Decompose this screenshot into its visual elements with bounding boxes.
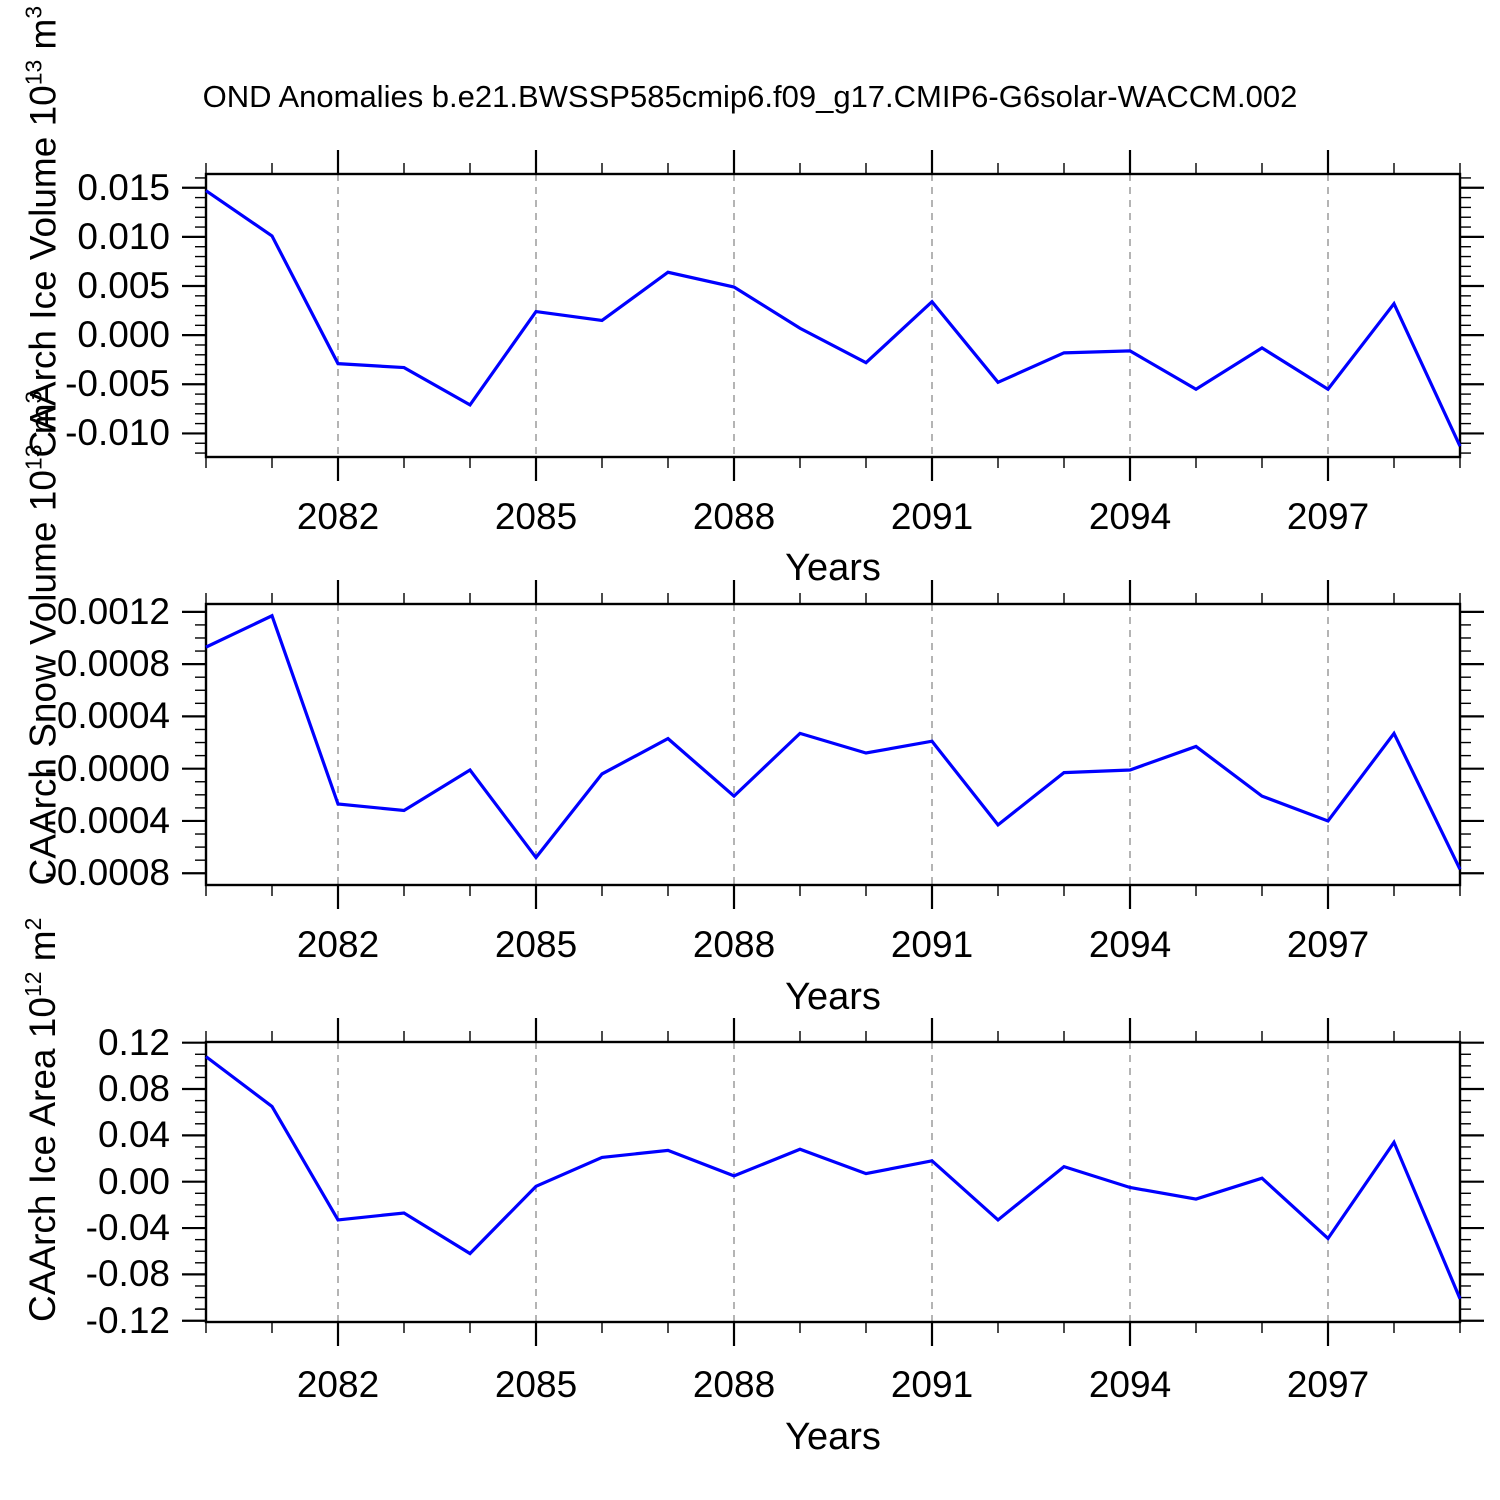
y-tick-label: -0.0004 [44, 799, 171, 841]
y-tick-label: 0.0008 [56, 643, 170, 685]
plot-border-caarch-ice-area [204, 1040, 1462, 1324]
y-axis-title-superscript: 3 [20, 5, 46, 19]
x-tick-label: 2091 [890, 496, 974, 537]
x-tick-label: 2097 [1286, 1364, 1370, 1405]
x-axis-title-years-middle: Years [785, 976, 881, 1018]
y-tick-label: -0.005 [65, 363, 170, 405]
y-tick-label: 0.0004 [56, 695, 170, 737]
x-tick-label: 2088 [692, 496, 776, 537]
x-tick-label: 2094 [1088, 1364, 1172, 1405]
y-axis-title-superscript: 12 [20, 971, 46, 998]
y-axis-title-text: m [22, 18, 64, 60]
y-tick-label: 0.00 [97, 1160, 170, 1202]
x-axis-title-years-bottom: Years [785, 1416, 881, 1458]
x-tick-label: 2097 [1286, 924, 1370, 965]
y-tick-label: 0.010 [77, 215, 170, 257]
x-tick-label: 2085 [494, 496, 578, 537]
y-tick-label: 0.04 [97, 1114, 170, 1156]
y-tick-label: 0.0012 [56, 590, 170, 632]
y-tick-label: 0.005 [77, 265, 170, 307]
x-tick-label: 2088 [692, 924, 776, 965]
y-tick-label: 0.000 [77, 314, 170, 356]
plot-border-caarch-ice-volume [204, 172, 1462, 459]
x-tick-label: 2091 [890, 924, 974, 965]
y-tick-label: -0.12 [85, 1299, 170, 1341]
y-tick-label: -0.04 [85, 1207, 170, 1249]
x-tick-label: 2088 [692, 1364, 776, 1405]
x-tick-label: 2082 [296, 924, 380, 965]
data-line-caarch-ice-volume [205, 189, 1462, 447]
x-axis-title-years-top: Years [785, 547, 881, 589]
x-tick-label: 2094 [1088, 496, 1172, 537]
y-tick-label: 0.12 [97, 1021, 170, 1063]
y-tick-label: -0.0000 [44, 747, 171, 789]
y-tick-label: 0.015 [77, 166, 170, 208]
y-axis-title-superscript: 2 [20, 917, 46, 931]
y-axis-title-text: m [22, 930, 64, 972]
data-line-caarch-snow-volume [205, 613, 1462, 871]
y-tick-label: 0.08 [97, 1068, 170, 1110]
y-tick-label: -0.08 [85, 1253, 170, 1295]
x-tick-label: 2082 [296, 496, 380, 537]
y-axis-title-superscript: 13 [20, 59, 46, 85]
data-line-caarch-ice-area [205, 1055, 1462, 1300]
plot-border-caarch-snow-volume [204, 602, 1462, 887]
x-tick-label: 2097 [1286, 496, 1370, 537]
x-tick-label: 2094 [1088, 924, 1172, 965]
chart-title: OND Anomalies b.e21.BWSSP585cmip6.f09_g1… [202, 79, 1298, 114]
x-tick-label: 2085 [494, 924, 578, 965]
x-tick-label: 2091 [890, 1364, 974, 1405]
y-tick-label: -0.0008 [44, 852, 171, 894]
x-tick-label: 2082 [296, 1364, 380, 1405]
y-tick-label: -0.010 [65, 412, 170, 454]
x-tick-label: 2085 [494, 1364, 578, 1405]
